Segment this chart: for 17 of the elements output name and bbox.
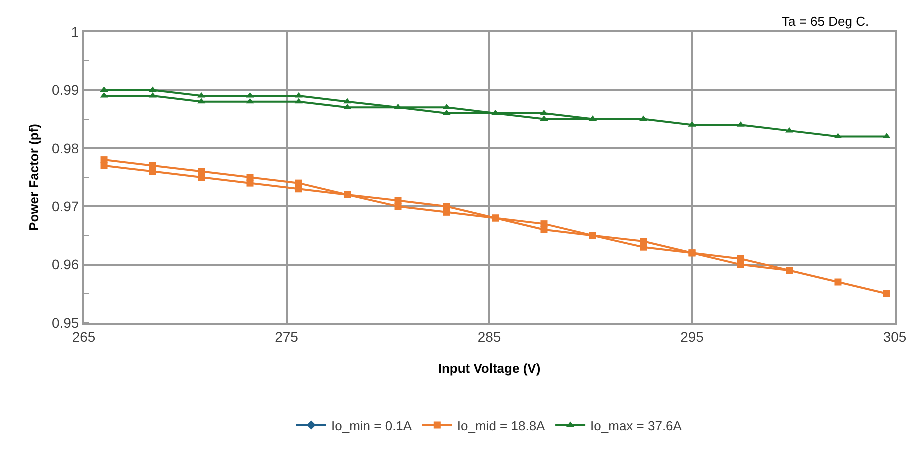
legend-label: Io_mid = 18.8A (457, 418, 546, 434)
y-tick-label: 0.99 (52, 82, 80, 98)
y-axis-title: Power Factor (pf) (26, 124, 42, 231)
y-tick-label: 0.95 (52, 314, 80, 331)
x-tick-label: 265 (72, 328, 96, 345)
text: Ta = 65 Deg C. (782, 14, 870, 29)
y-tick-label: 0.97 (52, 198, 80, 214)
x-tick-label: 295 (680, 328, 704, 345)
x-tick-label: 285 (478, 328, 502, 345)
x-tick-label: 275 (275, 328, 299, 345)
x-tick-label: 305 (883, 328, 907, 345)
x-axis-title: Input Voltage (V) (438, 360, 541, 376)
y-tick-label: 0.96 (52, 256, 80, 273)
legend-label: Io_max = 37.6A (590, 418, 682, 434)
legend-label: Io_min = 0.1A (332, 418, 412, 434)
y-tick-label: 0.98 (52, 140, 80, 156)
y-tick-label: 1 (71, 24, 80, 40)
